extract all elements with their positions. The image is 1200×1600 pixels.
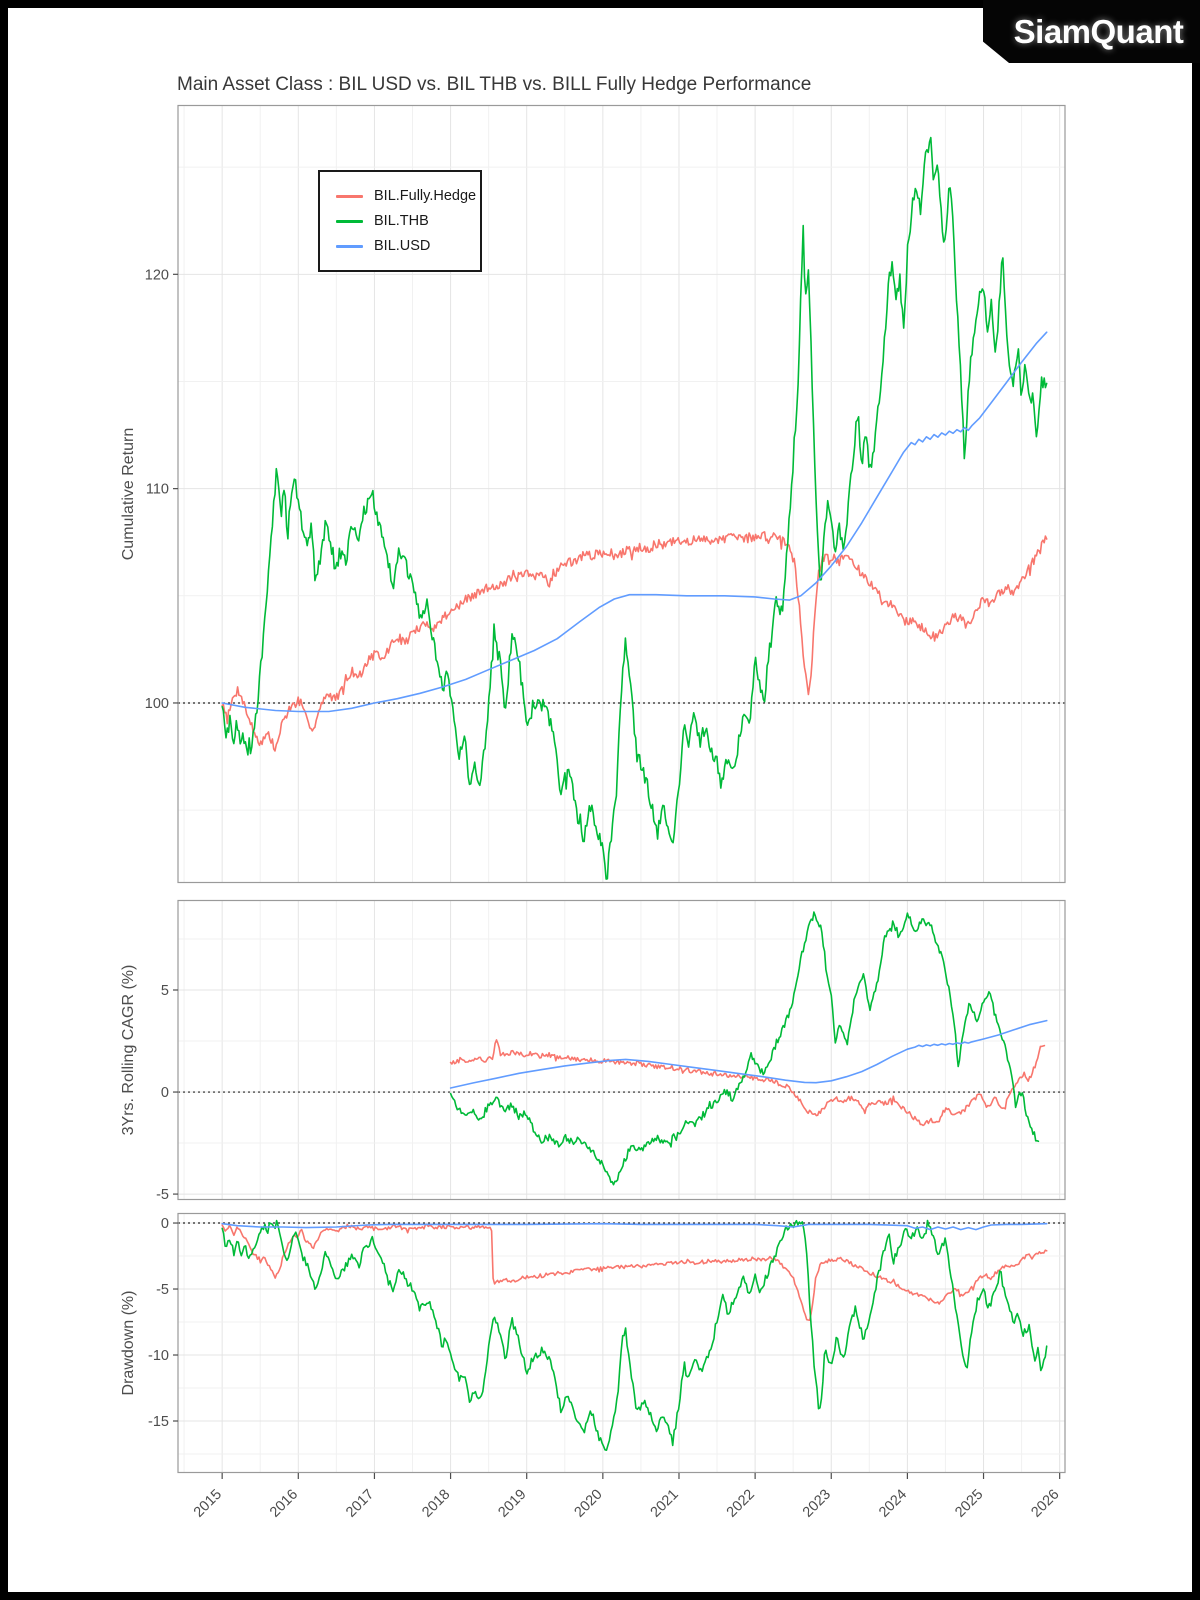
x-tick-label: 2026	[1028, 1487, 1062, 1521]
y-tick-label: 5	[161, 983, 169, 999]
frame-border-left	[0, 0, 8, 1600]
y-tick-label: 0	[161, 1085, 169, 1101]
series-line-bil-usd	[221, 331, 1048, 713]
x-tick-label: 2017	[343, 1487, 377, 1521]
series-line-bil-thb	[221, 1219, 1048, 1451]
legend-label-fully-hedge: BIL.Fully.Hedge	[374, 188, 477, 204]
fully-hedge-line-swatch	[336, 194, 363, 198]
legend-label-thb: BIL.THB	[374, 213, 429, 229]
rolling-cagr-panel: 5 0 -5	[156, 899, 1066, 1203]
y-tick-label: -5	[156, 1282, 169, 1298]
cumulative-return-panel: 100 110 120	[145, 104, 1066, 884]
y-tick-label: 0	[161, 1216, 169, 1232]
siamquant-logo: SiamQuant	[983, 0, 1200, 63]
x-tick-label: 2020	[572, 1487, 606, 1521]
series-line-bil-usd	[221, 1222, 1048, 1231]
legend-item-thb: BIL.THB	[336, 213, 480, 229]
thb-line-swatch	[336, 219, 363, 223]
frame-border-right	[1192, 0, 1200, 1600]
siamquant-logo-text: SiamQuant	[1013, 12, 1184, 50]
legend: BIL.Fully.Hedge BIL.THB BIL.USD	[318, 170, 482, 272]
x-tick-label: 2021	[648, 1487, 682, 1521]
y-tick-label: 110	[146, 482, 169, 498]
panel-border	[177, 899, 1066, 1201]
y-tick-label: 120	[145, 267, 169, 283]
legend-label-usd: BIL.USD	[374, 238, 431, 254]
y-tick-label: 100	[145, 696, 169, 712]
y-tick-label: -15	[148, 1414, 169, 1430]
x-tick-label: 2019	[495, 1487, 529, 1521]
series-line-bil-thb	[449, 911, 1040, 1186]
panel-border	[177, 104, 1066, 884]
legend-item-fully-hedge: BIL.Fully.Hedge	[336, 188, 480, 204]
series-line-bil-thb	[221, 136, 1048, 880]
drawdown-panel: 0 -5 -10 -15 2015 2016 2017 2018 2019 2020 2021 202…	[148, 1212, 1066, 1521]
x-tick-label: 2024	[876, 1487, 910, 1521]
x-tick-label: 2018	[419, 1487, 453, 1521]
panel-border	[177, 1212, 1066, 1474]
x-tick-label: 2016	[267, 1487, 301, 1521]
chart-title: Main Asset Class : BIL USD vs. BIL THB v…	[177, 74, 812, 95]
x-tick-label: 2022	[724, 1487, 758, 1521]
x-tick-label: 2025	[952, 1487, 986, 1521]
usd-line-swatch	[336, 244, 363, 248]
legend-item-usd: BIL.USD	[336, 238, 480, 254]
series-line-bil-fully-hedge	[449, 1039, 1046, 1127]
series-line-bil-usd	[449, 1019, 1048, 1089]
y-tick-label: -5	[156, 1187, 169, 1203]
frame-border-top	[0, 0, 1200, 8]
x-tick-label: 2023	[800, 1487, 834, 1521]
y-tick-label: -10	[148, 1348, 169, 1364]
x-tick-label: 2015	[191, 1487, 225, 1521]
series-line-bil-fully-hedge	[221, 1223, 1048, 1321]
series-line-bil-fully-hedge	[221, 531, 1048, 752]
frame-border-bottom	[0, 1592, 1200, 1600]
